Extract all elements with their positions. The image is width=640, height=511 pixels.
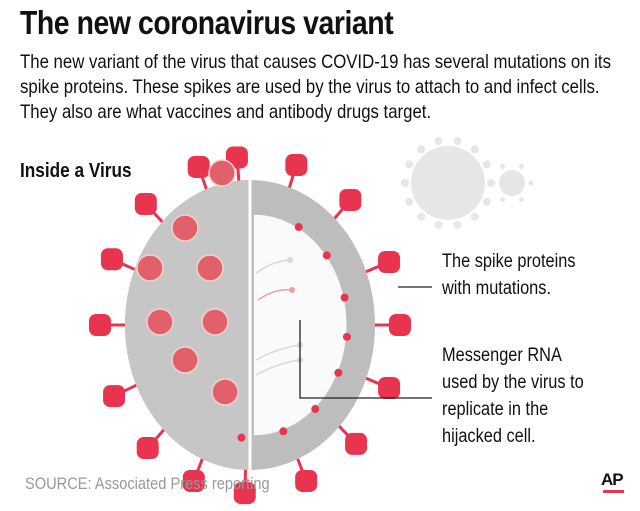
spike-head [285, 154, 308, 177]
background-virus [499, 170, 525, 196]
spike-head [378, 377, 401, 400]
source-note: SOURCE: Associated Press reporting [25, 474, 270, 493]
intro-text: The new variant of the virus that causes… [20, 51, 611, 123]
background-virus-spike [453, 220, 462, 229]
background-virus [411, 146, 485, 220]
inner-spike-base [171, 214, 199, 242]
spike-head [182, 469, 205, 492]
rna-leader-line [299, 320, 432, 399]
rna-label: Messenger RNA used by the virus to repli… [442, 345, 584, 447]
background-virus-spike [417, 145, 426, 154]
background-virus-spike [500, 196, 505, 202]
spike-head [233, 482, 256, 505]
background-virus-spike [470, 145, 479, 154]
background-virus-spike [417, 212, 426, 221]
rna-node [287, 257, 293, 263]
spike-head [339, 189, 362, 212]
spike-head [89, 314, 111, 336]
spike-anchor [279, 427, 288, 436]
background-virus-spike [434, 220, 443, 229]
background-virus-spike [519, 164, 524, 170]
inner-spike-base [211, 378, 239, 406]
spike-head [295, 469, 318, 492]
spike-anchor [342, 332, 351, 341]
ap-logo-bar [603, 490, 624, 493]
background-virus-spike [500, 164, 505, 170]
background-virus-spike [470, 212, 479, 221]
inner-spike-base [136, 254, 164, 282]
page-title: The new coronavirus variant [20, 4, 394, 41]
inner-spike-base [208, 159, 236, 187]
background-virus-spike [453, 137, 462, 146]
spike-anchor [340, 293, 349, 302]
spike-head [134, 193, 157, 216]
inner-spike-base [196, 254, 224, 282]
spike-head [225, 146, 248, 169]
background-virus-spike [405, 197, 414, 206]
spike-anchor [311, 405, 320, 414]
spike-label: The spike proteins with mutations. [442, 251, 576, 299]
rna-strand [255, 344, 301, 361]
virus-body [125, 159, 375, 470]
spike-head [136, 437, 159, 460]
background-virus-spike [490, 180, 496, 186]
inner-spike-base [171, 346, 199, 374]
inner-spike-base [201, 308, 229, 336]
background-virus-spike [482, 160, 491, 169]
background-virus-spike [482, 197, 491, 206]
background-virus-spike [434, 137, 443, 146]
spike-anchor [334, 368, 343, 377]
spike-anchor [237, 433, 246, 442]
rna-strand [255, 359, 301, 376]
background-virus-spike [405, 160, 414, 169]
background-viruses [401, 137, 534, 229]
ap-logo: AP [601, 470, 624, 489]
spike-head [103, 385, 126, 408]
inner-spikes [237, 223, 351, 442]
background-virus-spike [519, 196, 524, 202]
diagram-subtitle: Inside a Virus [20, 160, 132, 182]
spike-head [100, 248, 123, 271]
spike-anchor [294, 223, 303, 232]
spike-head [378, 250, 401, 273]
rna-node [289, 287, 295, 293]
spike-head [187, 155, 210, 178]
inner-spike-base [146, 308, 174, 336]
background-virus-spike [528, 180, 534, 186]
spike-head [345, 432, 368, 455]
background-virus-spike [401, 179, 409, 187]
rna-strands [255, 257, 303, 376]
spike-anchor [322, 251, 331, 260]
spike-head [389, 314, 411, 336]
